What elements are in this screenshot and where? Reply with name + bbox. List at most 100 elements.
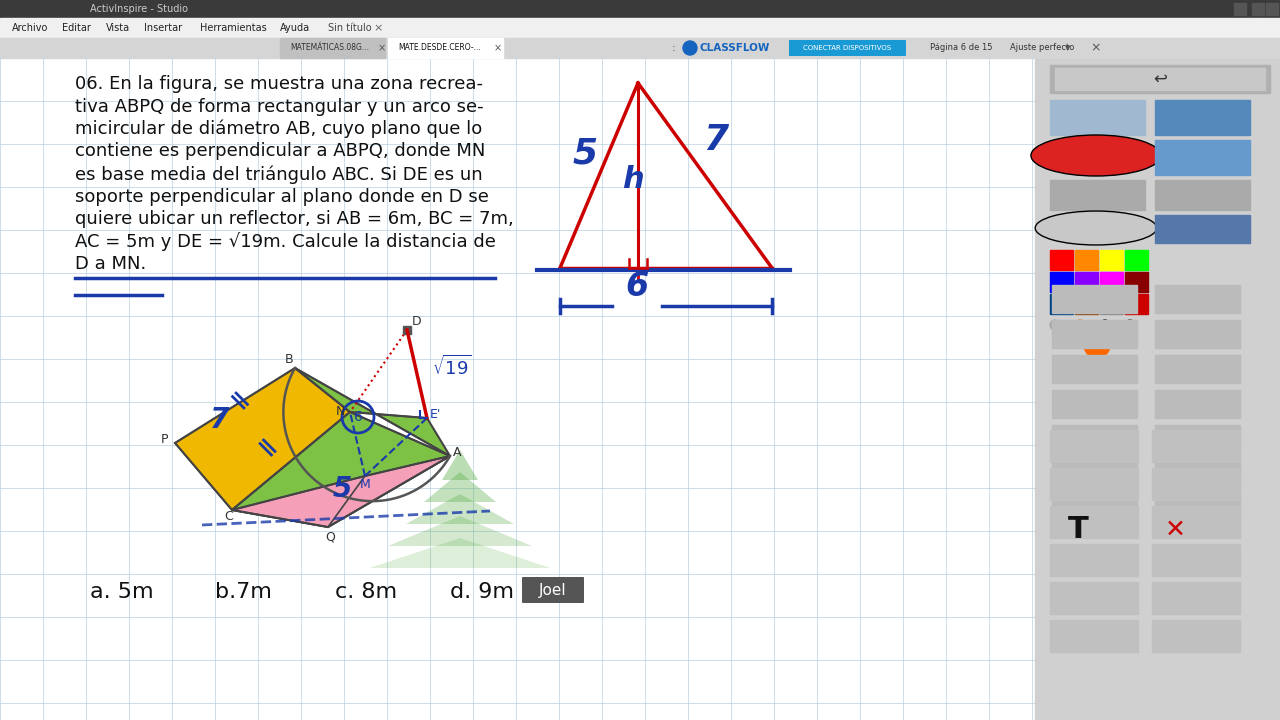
Text: MATEMÁTICAS.08G...: MATEMÁTICAS.08G... [291,43,370,53]
Text: MATE.DESDE.CERO-...: MATE.DESDE.CERO-... [398,43,481,53]
Polygon shape [232,412,451,527]
Bar [1100,250,1123,270]
Text: $\sqrt{19}$: $\sqrt{19}$ [433,355,472,379]
Polygon shape [294,368,451,456]
Bar [1152,544,1240,576]
Text: h: h [622,165,644,194]
Circle shape [1084,332,1110,358]
Bar [1050,430,1138,462]
Bar [1266,3,1277,15]
Text: Sin título: Sin título [328,23,371,33]
FancyBboxPatch shape [1036,211,1157,245]
Text: 7: 7 [210,406,229,434]
Bar [1050,620,1138,652]
Circle shape [1075,320,1085,330]
Text: ×: × [378,43,387,53]
Text: ×: × [372,23,383,33]
Text: Página 6 de 15: Página 6 de 15 [931,43,992,53]
Text: A: A [453,446,462,459]
Bar [1152,620,1240,652]
Text: C: C [224,510,233,523]
Text: Ajuste perfecto: Ajuste perfecto [1010,43,1074,53]
Bar [1075,250,1098,270]
Bar [1152,506,1240,538]
Bar [1155,425,1240,453]
Text: Archivo: Archivo [12,23,49,33]
Text: d. 9m: d. 9m [451,582,515,602]
Bar [1155,495,1240,523]
Circle shape [684,41,698,55]
Text: 5: 5 [573,136,598,170]
Bar [1052,390,1137,418]
Text: ↩: ↩ [1153,70,1167,88]
FancyBboxPatch shape [788,40,906,56]
Polygon shape [232,456,451,527]
Bar [1155,390,1240,418]
Text: P: P [161,433,169,446]
FancyBboxPatch shape [522,577,584,603]
Text: quiere ubicar un reflector, si AB = 6m, BC = 7m,: quiere ubicar un reflector, si AB = 6m, … [76,210,513,228]
Bar [388,38,503,58]
Text: tiva ABPQ de forma rectangular y un arco se-: tiva ABPQ de forma rectangular y un arco… [76,97,484,115]
Bar [1075,294,1098,314]
Bar [1125,272,1148,292]
Text: Vista: Vista [106,23,131,33]
Bar [1050,294,1073,314]
Bar [1050,506,1138,538]
Text: ×: × [494,43,502,53]
Polygon shape [442,450,477,480]
Text: CONECTAR DISPOSITIVOS: CONECTAR DISPOSITIVOS [803,45,891,51]
Text: Editar: Editar [61,23,91,33]
Text: 06. En la figura, se muestra una zona recrea-: 06. En la figura, se muestra una zona re… [76,75,483,93]
FancyBboxPatch shape [1030,135,1161,176]
Circle shape [1100,320,1110,330]
Bar [0,38,1280,58]
Bar [1052,355,1137,383]
Text: Insertar: Insertar [143,23,182,33]
Bar [1050,544,1138,576]
Bar [1052,460,1137,488]
Circle shape [1050,320,1060,330]
Text: Joel: Joel [539,582,567,598]
Polygon shape [370,538,550,568]
Text: M: M [360,478,371,491]
Bar [1052,320,1137,348]
Polygon shape [406,494,515,524]
Text: 5: 5 [333,475,352,503]
Text: b.7m: b.7m [215,582,271,602]
Text: contiene es perpendicular a ABPQ, donde MN: contiene es perpendicular a ABPQ, donde … [76,143,485,161]
Text: E': E' [430,408,442,421]
Bar [1050,582,1138,614]
Bar [1234,3,1245,15]
Polygon shape [424,472,497,502]
Bar [1050,100,1146,135]
Text: c. 8m: c. 8m [335,582,397,602]
Bar [1050,180,1146,210]
Bar [1155,180,1251,210]
Text: soporte perpendicular al plano donde en D se: soporte perpendicular al plano donde en … [76,187,489,205]
Bar [0,58,1036,720]
Bar [1050,65,1270,93]
Bar [1125,250,1148,270]
Bar [1036,58,1280,720]
Text: :: : [672,43,676,53]
Bar [1075,272,1098,292]
Bar [1155,355,1240,383]
Bar [1152,582,1240,614]
Bar [1155,460,1240,488]
Bar [1050,250,1073,270]
Text: N: N [335,405,346,418]
Bar [0,18,1280,38]
Text: ▼: ▼ [1065,45,1070,51]
Bar [1052,495,1137,523]
Text: ActivInspire - Studio: ActivInspire - Studio [90,4,188,14]
Polygon shape [388,516,532,546]
Text: D: D [412,315,421,328]
Bar [1252,3,1265,15]
Bar [1155,140,1251,175]
Text: D a MN.: D a MN. [76,255,146,273]
Bar [1055,68,1265,90]
Bar [1052,285,1137,313]
Text: es base media del triángulo ABC. Si DE es un: es base media del triángulo ABC. Si DE e… [76,165,483,184]
Text: 7: 7 [703,123,728,157]
